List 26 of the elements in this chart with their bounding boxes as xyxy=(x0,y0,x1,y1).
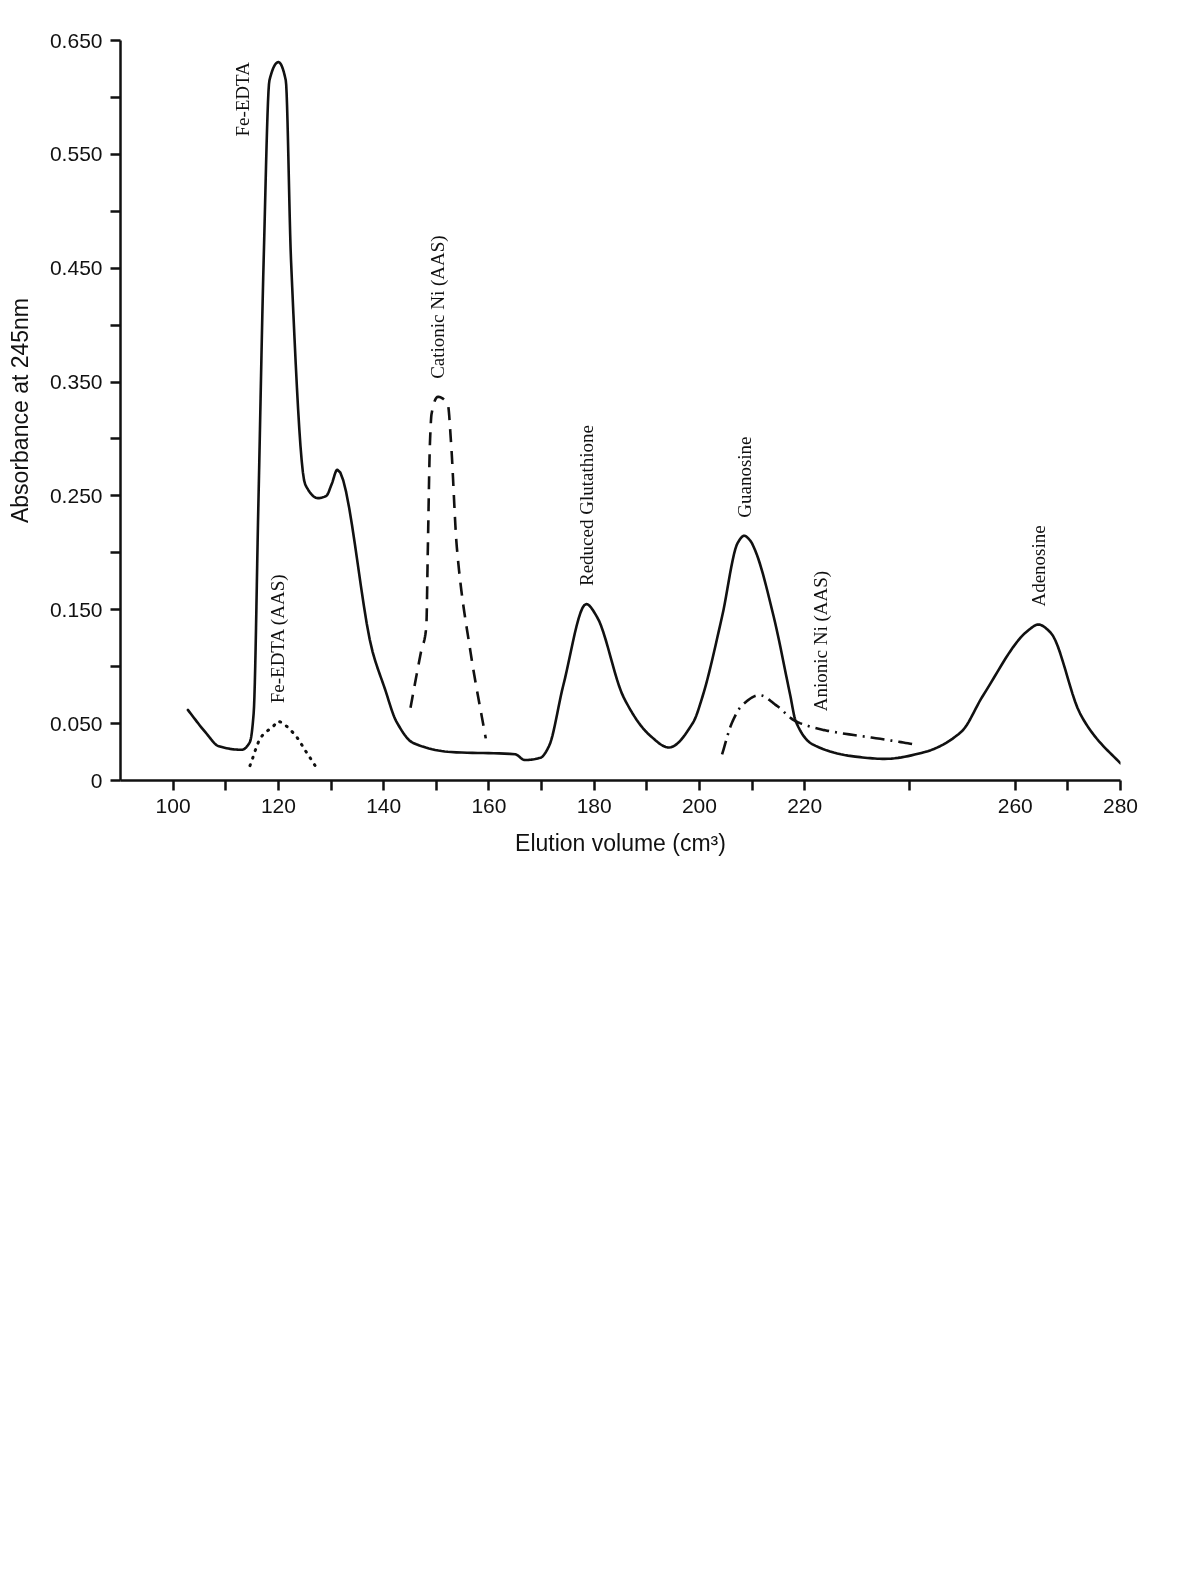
y-tick-label: 0 xyxy=(90,768,103,792)
annotation: Adenosine xyxy=(1027,525,1049,607)
x-tick-label: 100 xyxy=(155,793,191,817)
annotation: Anionic Ni (AAS) xyxy=(810,570,832,712)
y-tick-label: 0.150 xyxy=(49,597,103,621)
annotation: Reduced Glutathione xyxy=(575,425,597,587)
x-tick-label: 200 xyxy=(681,793,717,817)
annotation: Cationic Ni (AAS) xyxy=(427,235,450,379)
x-tick-label: 120 xyxy=(260,793,296,817)
x-tick-label: 160 xyxy=(471,793,507,817)
y-tick-label: 0.050 xyxy=(49,711,103,735)
y-tick-label: 0.350 xyxy=(49,370,103,394)
x-tick-label: 180 xyxy=(576,793,612,817)
x-tick-label: 140 xyxy=(366,793,402,817)
y-tick-label: 0.250 xyxy=(49,483,103,507)
annotation: Fe-EDTA xyxy=(231,61,253,137)
x-axis-title: Elution volume (cm³) xyxy=(515,829,726,856)
y-axis-title: Absorbance at 245nm xyxy=(6,297,33,524)
y-tick-label: 0.550 xyxy=(49,142,103,166)
y-tick-label: 0.650 xyxy=(49,28,103,52)
annotation: Guanosine xyxy=(733,436,755,518)
x-tick-label: 280 xyxy=(1102,793,1139,817)
x-tick-label: 260 xyxy=(997,793,1033,817)
annotation: Fe-EDTA (AAS) xyxy=(266,574,289,704)
y-tick-label: 0.450 xyxy=(49,256,103,280)
x-tick-label: 220 xyxy=(787,793,823,817)
